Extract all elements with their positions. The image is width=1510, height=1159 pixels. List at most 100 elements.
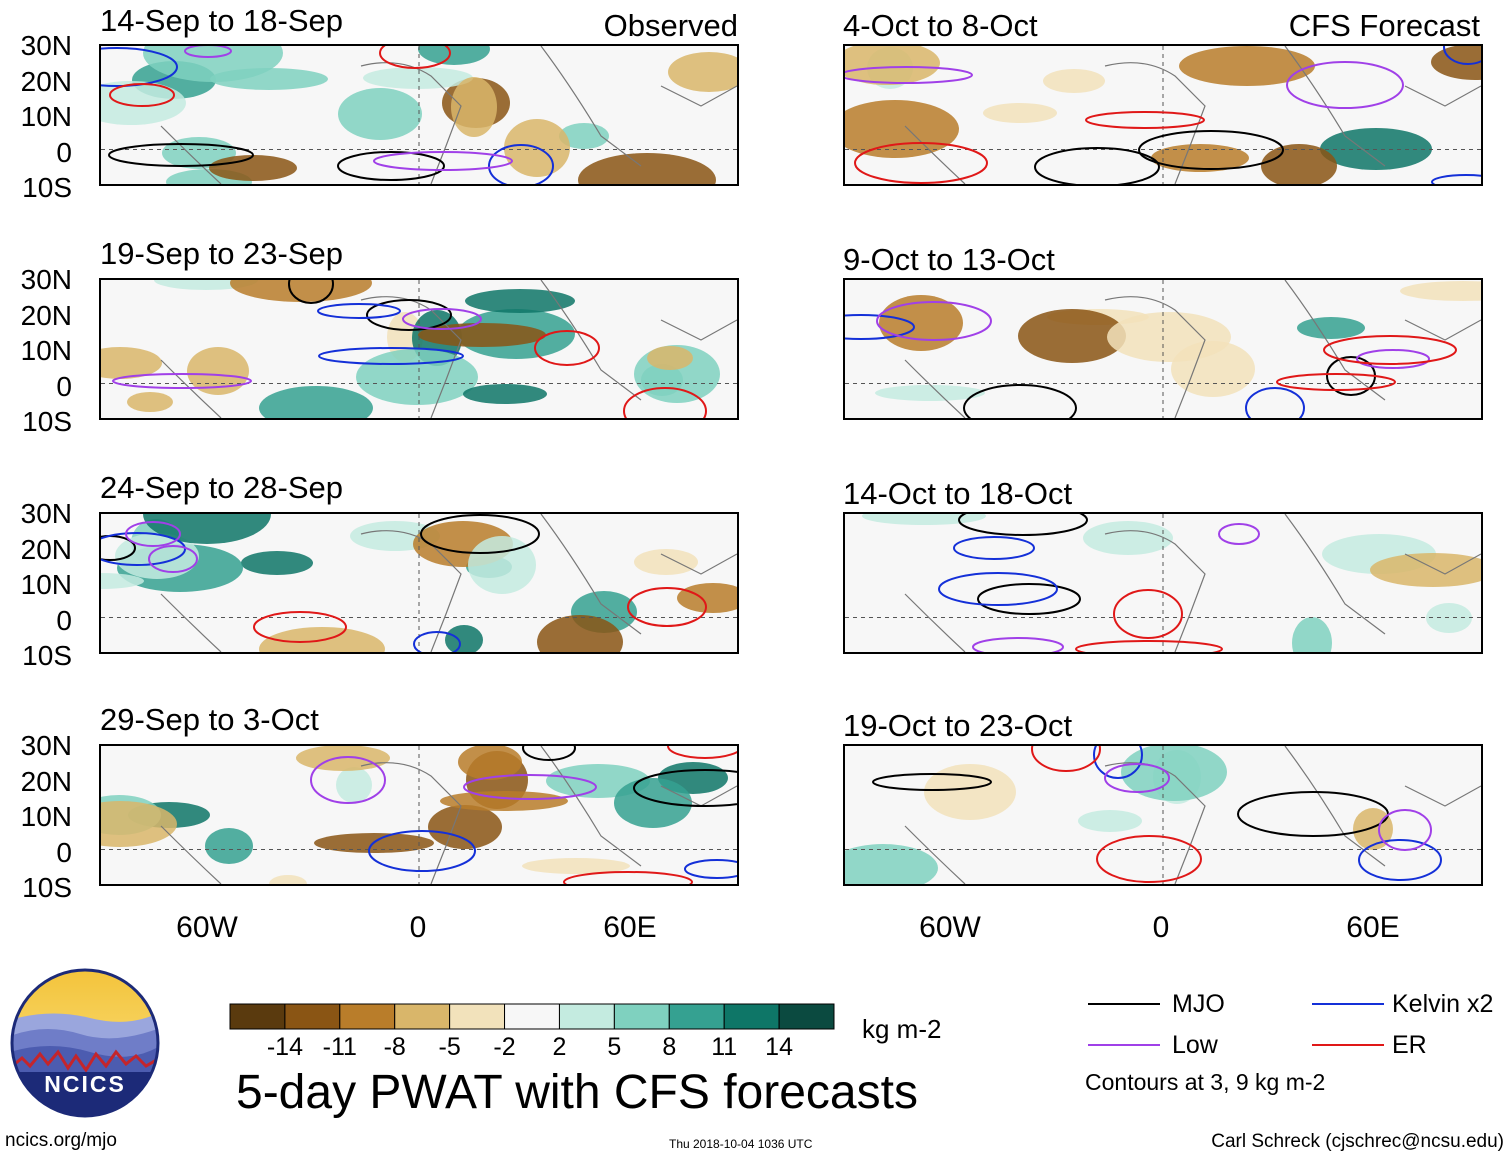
map-panel	[99, 278, 739, 420]
colorbar-tick-label: 8	[662, 1033, 677, 1061]
contour-note: Contours at 3, 9 kg m-2	[1085, 1069, 1326, 1095]
longitude-tick-label: 60E	[603, 911, 657, 944]
dry-anomaly	[522, 858, 630, 874]
map-panel	[843, 512, 1483, 654]
moist-anomaly	[101, 81, 186, 125]
pwat-field	[845, 746, 1481, 884]
moist-anomaly	[115, 533, 199, 579]
moist-anomaly	[143, 514, 271, 544]
longitude-tick-label: 0	[409, 911, 427, 944]
pwat-field	[101, 280, 737, 418]
contour-mjo	[963, 384, 1077, 418]
footer-credit: Carl Schreck (cjschrec@ncsu.edu)	[1211, 1131, 1504, 1152]
contour-er	[667, 746, 737, 759]
moist-anomaly	[1292, 617, 1332, 652]
dry-anomaly	[101, 347, 162, 379]
panel-title: 24-Sep to 28-Sep	[100, 470, 344, 505]
coastlines	[904, 514, 1481, 652]
dry-anomaly	[668, 52, 737, 92]
latitude-tick-label: 0	[56, 136, 72, 168]
colorbar	[229, 1003, 835, 1030]
panel-title: 9-Oct to 13-Oct	[843, 242, 1055, 277]
contour-er	[1113, 589, 1183, 639]
dry-anomaly	[1431, 46, 1481, 80]
colorbar-swatch	[339, 1003, 396, 1030]
contour-low	[1356, 349, 1430, 369]
colorbar-tick-label: -11	[322, 1033, 357, 1061]
coastlines	[160, 46, 737, 184]
contour-mjo	[288, 280, 334, 304]
contour-low	[1286, 61, 1404, 109]
latitude-tick-label: 0	[56, 836, 72, 868]
contour-kelvin-x2	[368, 830, 476, 872]
contour-kelvin-x2	[317, 303, 401, 319]
panel-title: 14-Oct to 18-Oct	[843, 476, 1073, 511]
moist-anomaly	[363, 67, 473, 89]
contour-kelvin-x2	[684, 859, 737, 879]
dry-anomaly	[1400, 281, 1481, 301]
contour-kelvin-x2	[488, 144, 554, 184]
contour-low	[845, 66, 973, 84]
latitude-tick-label: 30N	[20, 264, 72, 295]
colorbar-swatch	[504, 1003, 560, 1030]
contour-kelvin-x2	[1431, 174, 1481, 184]
contour-er	[109, 83, 175, 107]
latitude-tick-label: 10S	[22, 406, 72, 437]
latitude-tick-label: 10N	[20, 569, 72, 600]
moist-anomaly	[465, 289, 575, 313]
dry-anomaly	[440, 791, 568, 811]
colorbar-tick-label: 14	[765, 1033, 793, 1061]
dry-anomaly	[209, 155, 297, 181]
dry-anomaly	[578, 153, 716, 184]
contour-kelvin-x2	[1443, 46, 1481, 65]
logo-text: NCICS	[44, 1071, 126, 1097]
contour-low	[402, 308, 482, 330]
contour-kelvin-x2	[1358, 839, 1442, 881]
colorbar-tick-label: -2	[493, 1033, 516, 1061]
latitude-tick-label: 30N	[20, 498, 72, 529]
dry-anomaly	[1018, 309, 1126, 363]
latitude-tick-label: 10S	[22, 172, 72, 203]
dry-anomaly	[428, 805, 502, 849]
dry-anomaly	[458, 746, 522, 780]
moist-anomaly	[875, 385, 985, 401]
contour-low	[184, 46, 232, 58]
colorbar-tick-label: 5	[607, 1033, 622, 1061]
colorbar-swatch	[778, 1003, 835, 1030]
latitude-tick-label: 10S	[22, 640, 72, 671]
latitude-tick-label: 30N	[20, 730, 72, 761]
colorbar-swatch	[723, 1003, 780, 1030]
colorbar-tick-label: 2	[552, 1033, 567, 1061]
contour-mjo	[872, 773, 992, 791]
contour-low	[972, 637, 1064, 652]
contour-mjo	[522, 746, 576, 761]
longitude-tick-label: 0	[1152, 911, 1170, 944]
moist-anomaly	[1426, 603, 1472, 633]
contour-kelvin-x2	[1093, 746, 1143, 779]
legend-label-er: ER	[1392, 1031, 1427, 1059]
dry-anomaly	[230, 280, 372, 302]
pwat-field	[845, 514, 1481, 652]
contour-mjo	[1034, 147, 1160, 184]
contour-low	[148, 545, 198, 573]
moist-anomaly	[336, 767, 372, 803]
contour-er	[854, 142, 988, 184]
ncics-logo: NCICS	[10, 968, 160, 1118]
dry-anomaly	[983, 103, 1057, 123]
moist-anomaly	[356, 349, 478, 405]
coastlines	[160, 514, 737, 652]
contour-er	[1276, 373, 1396, 391]
contour-er	[1075, 640, 1223, 652]
colorbar-units: kg m-2	[862, 1014, 942, 1044]
contour-er	[623, 387, 707, 418]
dry-anomaly	[1043, 69, 1105, 93]
forecast-tag: CFS Forecast	[1288, 8, 1480, 43]
colorbar-tick-label: -14	[266, 1033, 303, 1061]
contour-kelvin-x2	[318, 347, 464, 365]
contour-low	[463, 774, 597, 800]
colorbar-swatch	[394, 1003, 451, 1030]
moist-anomaly	[1078, 810, 1142, 832]
pwat-field	[101, 46, 737, 184]
moist-anomaly	[101, 573, 144, 589]
moist-anomaly	[241, 551, 313, 575]
